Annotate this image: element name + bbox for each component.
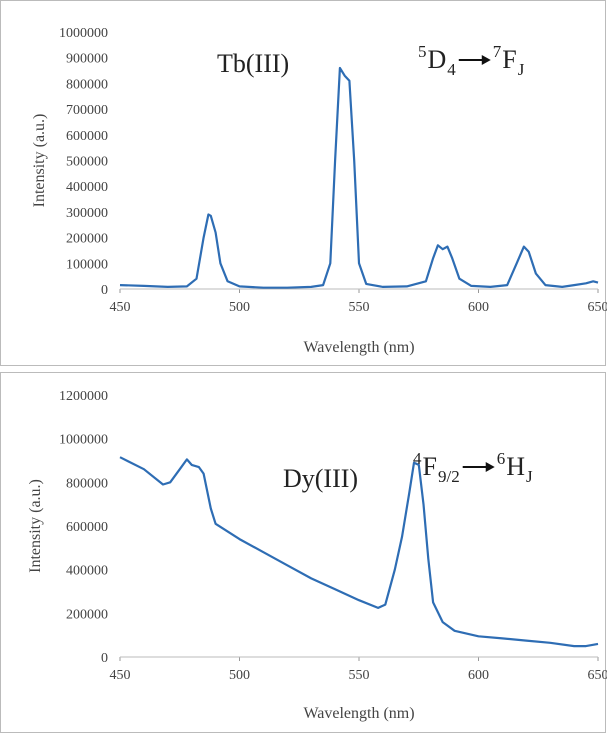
spectrum-line	[119, 66, 599, 289]
x-tick-label: 450	[110, 300, 131, 315]
term-symbol: F	[423, 452, 437, 481]
y-tick-label: 300000	[66, 206, 108, 221]
y-tick-label: 400000	[66, 564, 108, 579]
x-axis-title: Wavelength (nm)	[303, 705, 414, 722]
y-tick-label: 1000000	[59, 26, 108, 41]
transition-arrowhead	[485, 462, 495, 472]
term-superscript: 6	[497, 449, 506, 468]
x-tick-label: 600	[468, 668, 489, 683]
x-tick-label: 550	[349, 668, 370, 683]
y-tick-label: 500000	[66, 155, 108, 170]
y-tick-label: 700000	[66, 103, 108, 118]
transition-arrowhead	[481, 55, 491, 65]
y-tick-label: 800000	[66, 77, 108, 92]
term-symbol: H	[506, 452, 525, 481]
y-axis-title: Intensity (a.u.)	[31, 114, 48, 208]
x-tick-label: 500	[229, 668, 250, 683]
y-tick-label: 0	[101, 283, 108, 298]
term-symbol: F	[502, 45, 516, 74]
x-tick-label: 650	[588, 668, 607, 683]
x-tick-label: 500	[229, 300, 250, 315]
term-superscript: 7	[493, 42, 502, 61]
y-tick-label: 600000	[66, 520, 108, 535]
term-symbol: D	[428, 45, 447, 74]
y-tick-label: 1000000	[59, 433, 108, 448]
panel-frame	[0, 0, 606, 366]
y-tick-label: 1200000	[59, 389, 108, 404]
spectrum-line	[119, 456, 599, 648]
term-subscript: 4	[447, 60, 456, 79]
ion-label: Dy(III)	[283, 464, 358, 493]
y-tick-label: 0	[101, 651, 108, 666]
term-subscript: 9/2	[438, 467, 460, 486]
term-subscript: J	[518, 60, 525, 79]
ion-label: Tb(III)	[217, 49, 289, 78]
y-tick-label: 800000	[66, 476, 108, 491]
term-superscript: 5	[418, 42, 427, 61]
x-tick-label: 550	[349, 300, 370, 315]
x-tick-label: 600	[468, 300, 489, 315]
y-tick-label: 600000	[66, 129, 108, 144]
x-tick-label: 650	[588, 300, 607, 315]
y-tick-label: 200000	[66, 607, 108, 622]
x-axis-title: Wavelength (nm)	[303, 339, 414, 356]
y-tick-label: 100000	[66, 257, 108, 272]
term-superscript: 4	[413, 449, 422, 468]
panel-frame	[0, 372, 606, 733]
y-tick-label: 900000	[66, 52, 108, 67]
y-tick-label: 400000	[66, 180, 108, 195]
x-tick-label: 450	[110, 668, 131, 683]
y-axis-title: Intensity (a.u.)	[27, 479, 44, 573]
y-tick-label: 200000	[66, 232, 108, 247]
term-subscript: J	[526, 467, 533, 486]
